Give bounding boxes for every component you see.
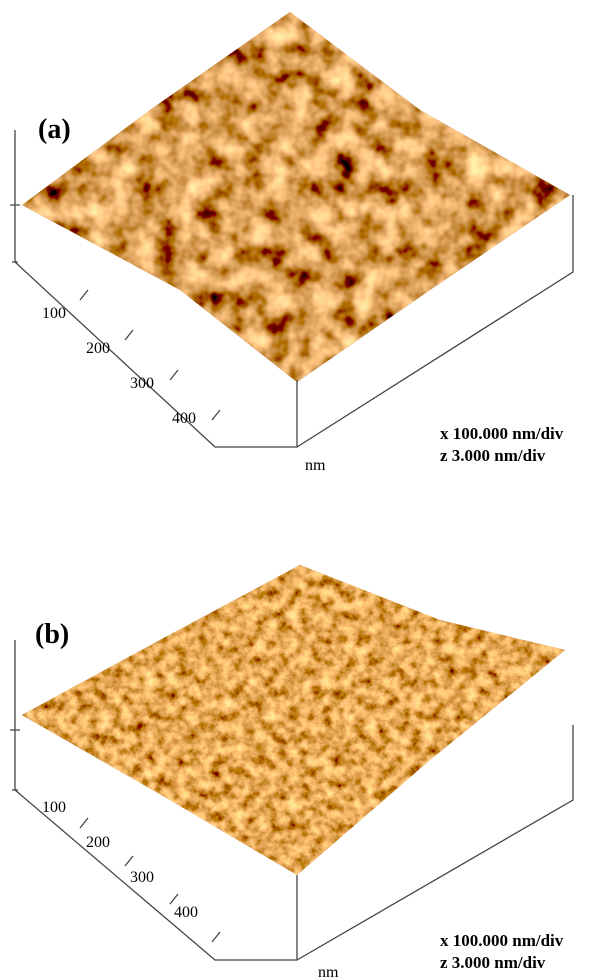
tick-label: 100 [42,799,66,816]
tick-label: 400 [174,904,198,921]
tick-label: 300 [130,375,154,392]
panel-label: (b) [35,619,69,650]
axis-unit: nm [318,964,339,979]
scale-text: x 100.000 nm/div [440,931,564,950]
panel-a: (a) 100 200 300 400 nm x 100.000 nm/div … [0,0,613,474]
panel-label: (a) [38,114,71,145]
panel-b: (b) 100 200 300 400 nm x 100.000 nm/div … [0,500,613,979]
scale-text: x 100.000 nm/div [440,424,564,443]
tick-label: 200 [86,340,110,357]
tick-label: 400 [172,410,196,427]
tick-label: 200 [86,834,110,851]
figure: (a) 100 200 300 400 nm x 100.000 nm/div … [0,0,613,979]
scale-text: z 3.000 nm/div [440,953,546,972]
tick-label: 300 [130,869,154,886]
scale-text: z 3.000 nm/div [440,446,546,465]
tick-label: 100 [42,305,66,322]
axis-unit: nm [305,457,326,474]
